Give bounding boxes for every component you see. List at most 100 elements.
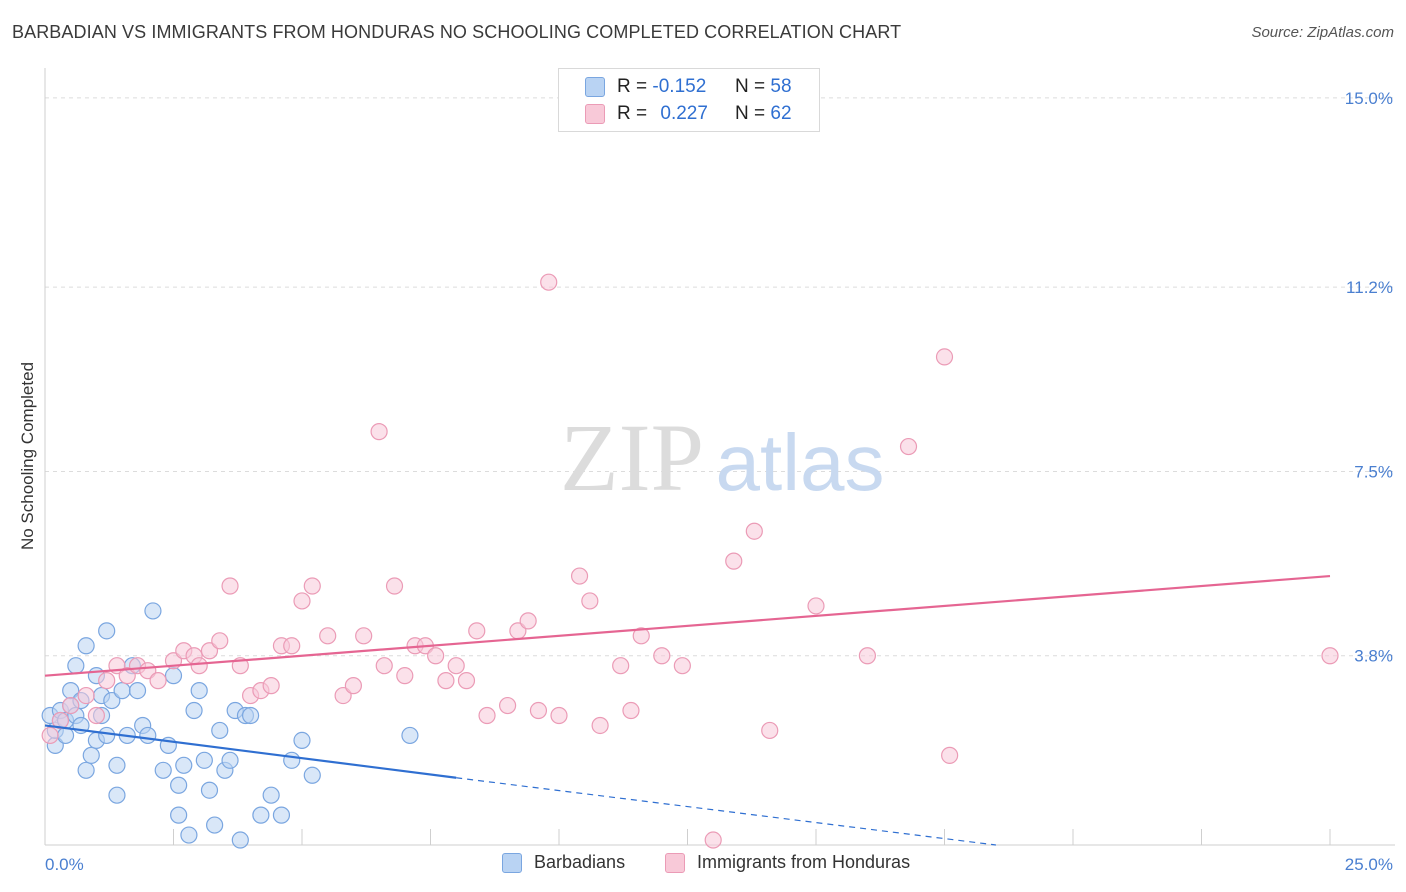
honduras-point [725,552,743,570]
honduras-point [632,627,650,645]
legend-r-barbadians: R = -0.152 [617,76,717,98]
honduras-point [62,696,80,715]
honduras-point [221,577,239,595]
barbadian-point [77,761,95,779]
honduras-point [581,592,599,610]
barbadian-point [154,761,172,779]
honduras-point [745,522,763,540]
honduras-point [427,647,445,665]
legend-n-barbadians: N = 58 [735,76,792,98]
legend-n-value: 62 [770,103,792,124]
honduras-point [519,612,537,630]
trend-lines [44,574,1331,846]
barbadian-point [170,806,188,824]
honduras-point [457,672,476,690]
legend-r-value: 0.227 [660,103,708,124]
grid-lines [45,97,1395,657]
y-tick-label: 7.5% [1354,462,1393,481]
honduras-point [591,716,609,735]
honduras-point [478,706,496,725]
honduras-point [673,657,691,675]
barbadian-point [401,726,419,745]
barbadian-point [206,816,224,834]
series-legend-barbadians[interactable]: Barbadians [502,852,625,873]
honduras-point [396,667,414,685]
honduras-point [118,667,136,685]
honduras-point [704,831,722,849]
barbadian-point [67,657,85,675]
barbadian-point [211,721,229,740]
honduras-point [344,677,362,695]
barbadian-point [221,751,239,769]
honduras-point [262,677,280,695]
honduras-point [540,273,558,291]
honduras-point [499,696,517,715]
honduras-point [200,642,219,660]
barbadian-point [103,691,121,710]
barbadian-point [272,806,291,824]
honduras-point [149,672,167,690]
honduras-point [807,597,825,615]
barbadian-point [170,776,188,794]
honduras-point [468,622,486,640]
honduras-point [283,637,301,655]
honduras-point [293,592,311,610]
barbadian-point [175,756,193,774]
honduras-point [529,701,548,720]
x-tick-label: 25.0% [1345,855,1393,874]
legend-swatch-pink [585,104,605,124]
legend-r-value: -0.152 [652,76,707,97]
watermark: ZIP atlas [560,404,884,511]
honduras-point [899,437,918,456]
honduras-point [858,647,877,665]
legend-n-label: N = [735,76,766,97]
y-tick-label: 15.0% [1345,89,1393,108]
barbadian-point [82,746,100,764]
watermark-zip: ZIP [560,404,704,511]
barbadian-point [231,831,249,849]
watermark-atlas: atlas [716,418,885,507]
y-tick-label: 3.8% [1354,647,1393,666]
honduras-point [550,706,568,725]
legend-n-honduras: N = 62 [735,103,792,125]
series-legend: Barbadians Immigrants from Honduras [0,852,1406,876]
barbadian-point [262,786,280,804]
honduras-point [570,567,589,585]
series-label-barbadians: Barbadians [534,852,626,872]
legend-n-label: N = [735,103,766,124]
barbadian-point [252,806,270,824]
barbadian-point [303,766,321,784]
honduras-point [41,726,59,745]
honduras-point [375,657,393,675]
barbadian-point [293,731,311,750]
legend-swatch-blue [585,77,605,97]
barbadian-point [164,667,183,685]
honduras-point [941,746,959,764]
honduras-points [41,273,1339,849]
honduras-point [653,647,671,665]
legend-r-label: R = [617,103,648,124]
honduras-point [622,701,640,720]
series-legend-honduras[interactable]: Immigrants from Honduras [665,852,910,873]
barbadian-point [144,602,162,620]
honduras-trend-line [44,574,1331,677]
series-swatch-pink [665,852,685,873]
barbadian-point [77,637,95,655]
barbadian-point [200,781,219,799]
barbadian-point [113,682,131,700]
honduras-point [334,686,352,705]
chart-title: BARBADIAN VS IMMIGRANTS FROM HONDURAS NO… [12,22,902,42]
honduras-point [385,577,404,595]
barbadian-point [185,701,203,720]
honduras-point [612,657,630,675]
barbadian-point [108,756,126,774]
barbadian-point [180,826,198,844]
x-tick-label: 0.0% [45,855,84,874]
axis-ticks: 3.8% 7.5% 11.2% 15.0% 0.0% 25.0% [45,89,1393,874]
honduras-point [935,348,954,366]
barbadian-point [283,751,301,769]
barbadian-point [98,726,116,745]
source-credit: Source: ZipAtlas.com [1251,24,1394,41]
legend-row-barbadians: R = -0.152 N = 58 [585,74,792,100]
honduras-point [437,672,455,690]
